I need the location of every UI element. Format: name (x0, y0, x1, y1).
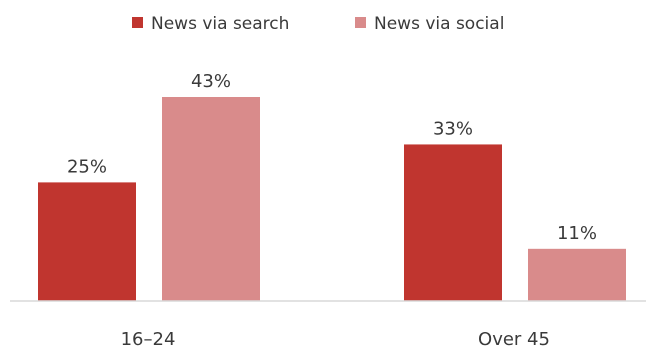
bar-1-1 (38, 182, 136, 301)
category-label-1: 16–24 (121, 329, 176, 349)
bar-2-1 (404, 144, 502, 301)
data-label-1-1: 25% (67, 156, 107, 177)
bars-group (38, 97, 626, 301)
category-label-2: Over 45 (478, 329, 550, 349)
data-label-2-1: 33% (433, 118, 473, 139)
legend-label-1: News via search (151, 14, 289, 34)
legend-swatch-2 (355, 17, 366, 28)
legend-label-2: News via social (374, 14, 504, 34)
bar-2-2 (528, 248, 626, 301)
bar-1-2 (162, 97, 260, 301)
legend: News via search News via social (132, 14, 504, 34)
data-label-1-2: 43% (191, 71, 231, 92)
data-label-2-2: 11% (557, 223, 597, 244)
data-labels-group: 25% 43% 33% 11% (67, 71, 597, 244)
legend-swatch-1 (132, 17, 143, 28)
category-labels-group: 16–24 Over 45 (121, 329, 550, 349)
